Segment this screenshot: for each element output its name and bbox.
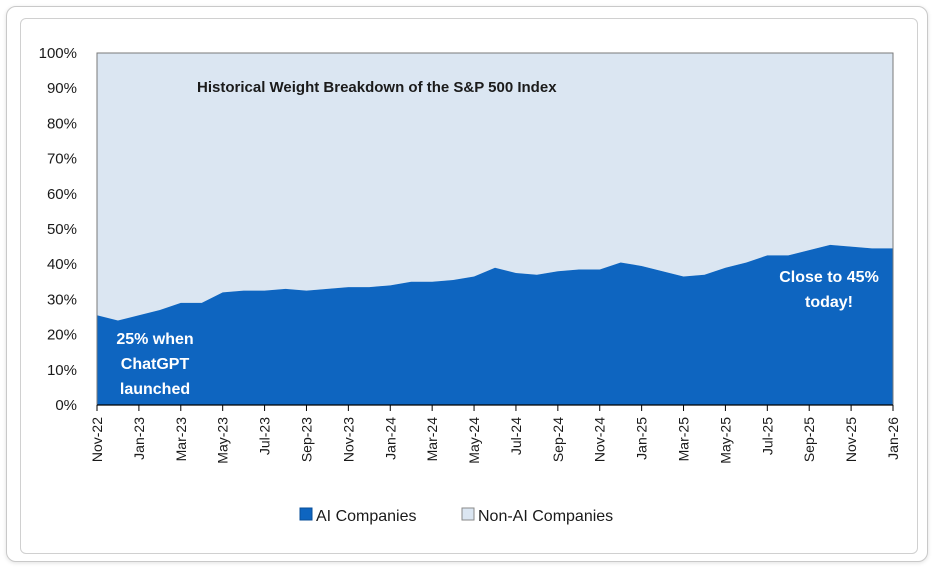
area-ai-companies <box>97 244 893 405</box>
x-tick-label: Sep-23 <box>298 417 314 462</box>
y-tick-label: 70% <box>47 151 77 168</box>
y-tick-label: 100% <box>39 45 77 62</box>
x-tick-label: May-23 <box>215 417 231 464</box>
legend-swatch-ai <box>299 507 313 521</box>
y-tick-label: 50% <box>47 221 77 238</box>
annotation-chatgpt-line: ChatGPT <box>121 356 190 373</box>
x-tick-label: Jul-24 <box>508 417 524 455</box>
x-tick-label: Nov-25 <box>843 417 859 462</box>
x-tick-label: Mar-23 <box>173 417 189 462</box>
x-tick-label: May-24 <box>466 417 482 464</box>
y-tick-label: 30% <box>47 291 77 308</box>
x-tick-label: Jan-25 <box>634 417 650 460</box>
annotation-today-line: Close to 45% <box>779 269 879 286</box>
x-tick-label: Nov-23 <box>340 417 356 462</box>
annotation-chatgpt-line: 25% when <box>116 331 193 348</box>
chart-title: Historical Weight Breakdown of the S&P 5… <box>197 79 557 96</box>
y-tick-label: 60% <box>47 186 77 203</box>
annotation-today-line: today! <box>805 294 853 311</box>
y-tick-label: 90% <box>47 80 77 97</box>
y-tick-label: 0% <box>55 397 77 414</box>
legend-label-non-ai: Non-AI Companies <box>478 508 613 525</box>
x-tick-label: Jan-23 <box>131 417 147 460</box>
legend-label-ai: AI Companies <box>316 508 417 525</box>
x-tick-label: Jan-24 <box>382 417 398 460</box>
y-tick-label: 40% <box>47 256 77 273</box>
x-tick-label: Mar-24 <box>424 417 440 462</box>
x-tick-label: Nov-22 <box>89 417 105 462</box>
x-tick-label: Nov-24 <box>592 417 608 462</box>
x-tick-label: Jan-26 <box>885 417 901 460</box>
legend: AI Companies Non-AI Companies <box>299 507 613 525</box>
y-tick-label: 10% <box>47 362 77 379</box>
area-non-ai-companies <box>97 53 893 321</box>
x-tick-label: May-25 <box>717 417 733 464</box>
x-tick-label: Sep-24 <box>550 417 566 462</box>
x-tick-label: Jul-23 <box>257 417 273 455</box>
x-tick-label: Jul-25 <box>759 417 775 455</box>
x-tick-label: Sep-25 <box>801 417 817 462</box>
annotation-chatgpt-line: launched <box>120 381 190 398</box>
x-tick-label: Mar-25 <box>676 417 692 462</box>
y-tick-label: 20% <box>47 327 77 344</box>
legend-swatch-non-ai <box>461 507 475 521</box>
y-tick-label: 80% <box>47 115 77 132</box>
